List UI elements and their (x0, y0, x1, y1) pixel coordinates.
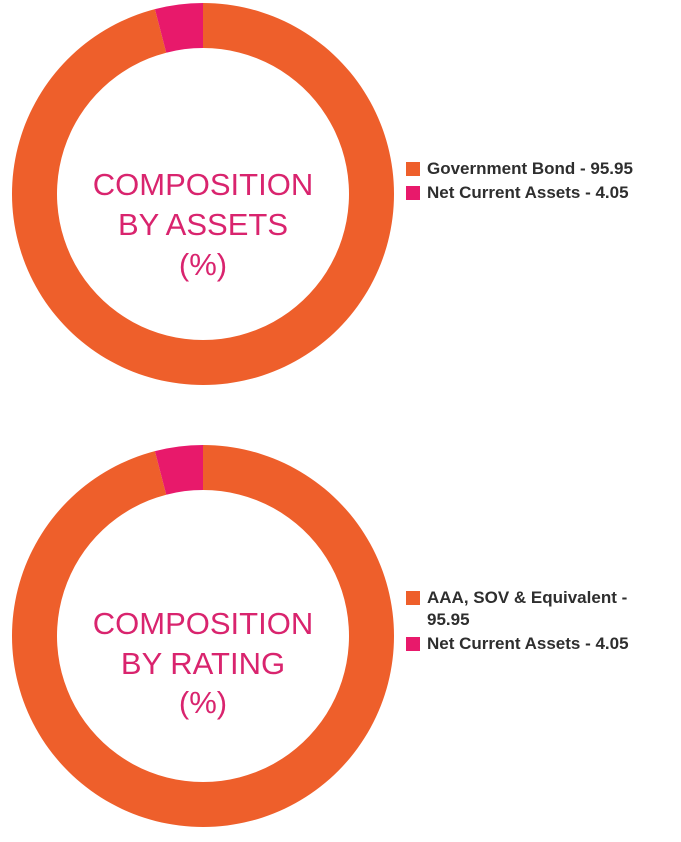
legend-swatch (406, 162, 420, 176)
center-title-line-3: (%) (179, 247, 227, 282)
donut-slices (11, 3, 394, 386)
composition-by-rating-chart: COMPOSITION BY RATING (%) AAA, SOV & Equ… (0, 442, 681, 842)
donut-slice-2 (154, 3, 203, 53)
donut-chart-rating: COMPOSITION BY RATING (%) (11, 445, 394, 827)
legend-item-net-current-assets: Net Current Assets - 4.05 (406, 633, 671, 655)
legend-label: Net Current Assets - 4.05 (427, 634, 629, 653)
legend: Government Bond - 95.95 Net Current Asse… (406, 158, 671, 206)
donut-slices (11, 445, 394, 827)
legend-label: AAA, SOV & Equivalent - 95.95 (427, 588, 628, 629)
donut-chart-assets: COMPOSITION BY ASSETS (%) (11, 3, 394, 386)
center-title-line-3: (%) (179, 685, 227, 720)
legend-item-aaa-sov-equivalent: AAA, SOV & Equivalent - 95.95 (406, 587, 671, 631)
legend-label: Net Current Assets - 4.05 (427, 183, 629, 202)
center-title-line-1: COMPOSITION (93, 606, 313, 641)
center-title-line-1: COMPOSITION (93, 167, 313, 202)
legend-item-net-current-assets: Net Current Assets - 4.05 (406, 182, 671, 204)
legend-item-government-bond: Government Bond - 95.95 (406, 158, 671, 180)
legend-label: Government Bond - 95.95 (427, 159, 633, 178)
legend-swatch (406, 637, 420, 651)
composition-by-assets-chart: COMPOSITION BY ASSETS (%) Government Bon… (0, 0, 681, 400)
legend-swatch (406, 186, 420, 200)
center-title-line-2: BY RATING (121, 646, 285, 681)
legend: AAA, SOV & Equivalent - 95.95 Net Curren… (406, 587, 671, 657)
legend-swatch (406, 591, 420, 605)
donut-slice-2 (154, 445, 203, 495)
center-title-line-2: BY ASSETS (118, 207, 288, 242)
